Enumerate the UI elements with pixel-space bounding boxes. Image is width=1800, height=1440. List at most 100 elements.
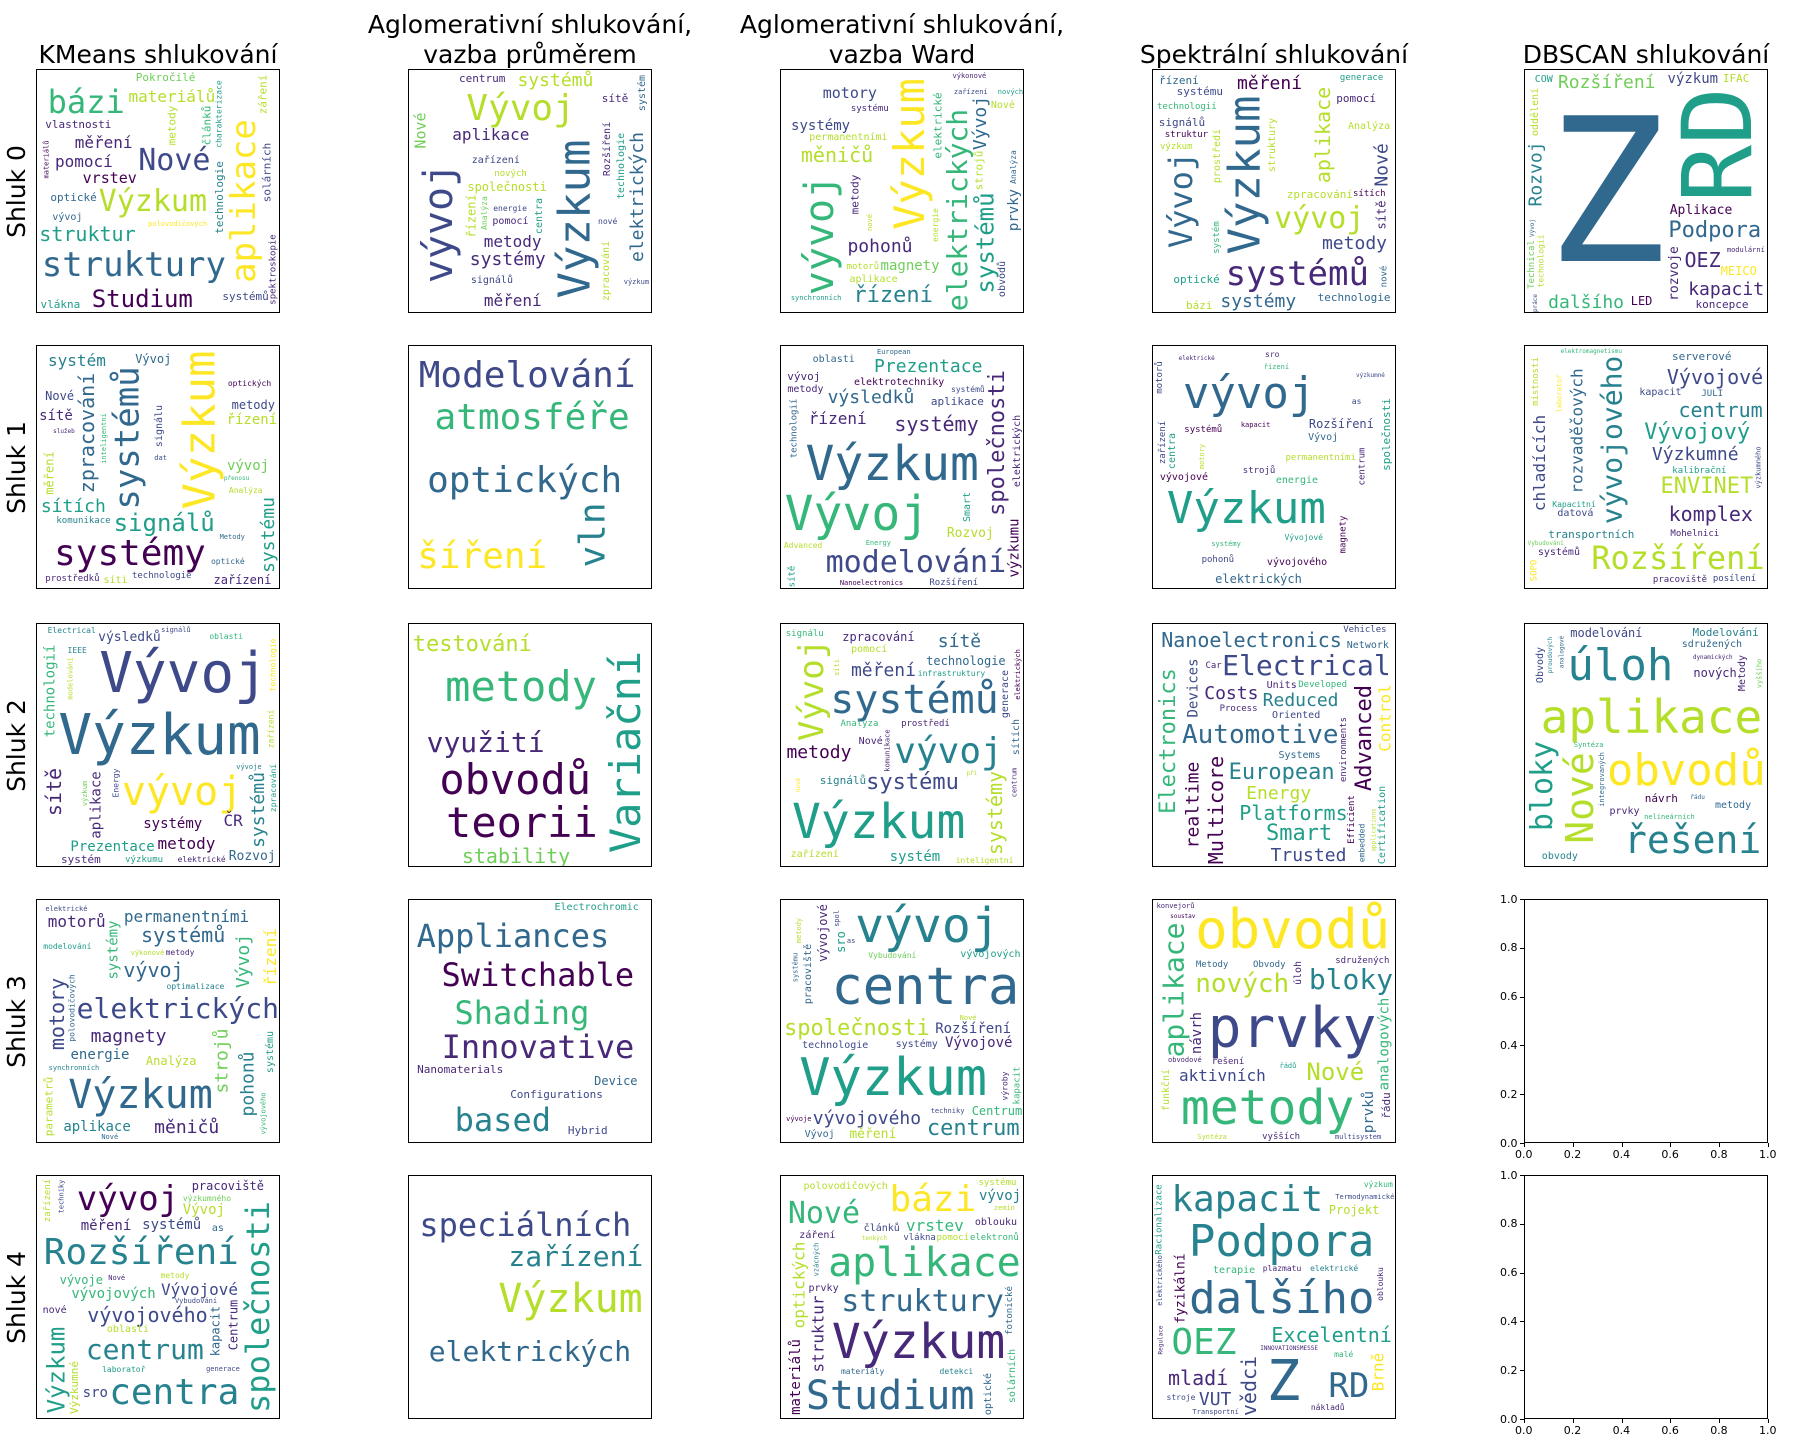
cloud-word: Network — [1346, 639, 1389, 651]
cloud-word: integrovaných — [1598, 751, 1607, 807]
cloud-word: modelování — [1570, 626, 1643, 641]
cloud-word: prvky — [1005, 188, 1022, 231]
cloud-word: magnety — [880, 257, 940, 274]
column-title-3: Spektrální shlukování — [1139, 40, 1409, 69]
cloud-word: vývojových — [960, 949, 1021, 961]
cloud-word: bázi — [47, 83, 125, 122]
y-tick-mark — [1520, 1094, 1524, 1096]
cloud-word: systém — [48, 351, 106, 371]
x-tick-label: 0.0 — [1515, 1424, 1533, 1437]
cloud-word: řešení — [1211, 1057, 1245, 1068]
cloud-word: Variační — [600, 650, 650, 853]
cloud-word: Nanoelectronics — [1161, 628, 1342, 653]
column-title-0: KMeans shlukování — [38, 40, 278, 69]
cloud-word: metody — [157, 833, 216, 853]
cloud-word: výzkum — [1159, 141, 1193, 152]
cloud-word: centrum — [1009, 768, 1018, 798]
cloud-word: motory — [1198, 444, 1207, 470]
cloud-word: technologií — [1157, 101, 1217, 112]
cloud-word: Control — [1375, 684, 1395, 752]
cloud-word: společnosti — [1380, 398, 1394, 472]
cloud-word: systému — [1176, 85, 1224, 99]
cloud-word: Analýza — [1008, 150, 1018, 184]
column-title-1-line-0: Aglomerativní shlukování, — [367, 10, 693, 39]
cloud-word: atmosféře — [434, 397, 630, 439]
cloud-word: systémy — [791, 118, 851, 135]
cloud-word: elektrotechniky — [853, 377, 945, 389]
cloud-word: systémů — [951, 384, 985, 394]
cloud-word: centrum — [926, 1115, 1020, 1141]
cloud-word: výzkum — [1667, 71, 1719, 88]
cloud-word: Transportní — [1192, 1408, 1239, 1417]
y-tick-mark — [1520, 1419, 1524, 1420]
cloud-word: Nové — [101, 1133, 119, 1142]
cloud-word: serverové — [1671, 350, 1732, 364]
x-tick-mark — [1719, 1419, 1721, 1423]
cloud-word: Analýza — [145, 1053, 197, 1068]
cloud-word: Vývojové — [1666, 365, 1764, 390]
cloud-word: zpracování — [601, 241, 613, 302]
cloud-word: elektronů — [969, 1232, 1019, 1243]
cloud-word: vývojového — [87, 1303, 208, 1328]
cloud-word: Brně — [1368, 1352, 1388, 1392]
cloud-word: detekci — [939, 1366, 974, 1376]
cloud-word: RD — [1661, 87, 1768, 204]
cloud-word: společnosti — [467, 179, 547, 194]
cloud-word: technologií — [42, 644, 59, 737]
cloud-word: výkonové — [952, 72, 987, 81]
cloud-word: Výzkumné — [1651, 443, 1739, 465]
cloud-word: Kapacitní — [1552, 499, 1596, 509]
cloud-word: pomocí — [1336, 91, 1376, 105]
cloud-word: systém — [637, 75, 649, 112]
cloud-word: Výzkum — [885, 77, 935, 230]
cloud-word: oddělení — [1529, 87, 1541, 137]
cloud-word: spektroskopie — [268, 233, 279, 305]
cloud-word: metody — [787, 383, 824, 395]
cloud-word: signálu — [785, 628, 824, 639]
cloud-word: mladí — [1168, 1365, 1229, 1390]
cloud-word: Syntéza — [1197, 1133, 1227, 1142]
cloud-word: Vývojový — [1644, 419, 1751, 445]
cloud-word: technologií — [1536, 234, 1546, 288]
cloud-word: Termodynamické — [1335, 1193, 1395, 1202]
cloud-word: signálů — [113, 509, 215, 538]
cloud-word: vzácných — [811, 1242, 820, 1277]
word-cloud-panel: Appliances Innovative Shading based Switchab… — [408, 899, 652, 1143]
cloud-word: European — [1228, 759, 1335, 785]
cloud-word: technologií — [789, 398, 800, 458]
cloud-word: zpracování — [1286, 188, 1353, 202]
cloud-word: návrh — [1189, 1011, 1206, 1054]
x-tick-label: 0.4 — [1612, 1148, 1631, 1161]
cloud-word: sdružených — [1335, 955, 1390, 966]
cloud-word: systémů — [142, 1217, 202, 1234]
cloud-word: Nové — [1306, 1057, 1365, 1086]
cloud-word: aktivních — [1179, 1065, 1266, 1085]
x-tick-mark — [1621, 1419, 1623, 1423]
cloud-word: místnosti — [1530, 357, 1541, 406]
cloud-word: metody — [164, 105, 178, 146]
cloud-word: nové — [1379, 265, 1390, 288]
cloud-word: sro — [1265, 350, 1280, 360]
cloud-word: pracoviště — [191, 1179, 264, 1194]
cloud-word: Advanced — [1352, 685, 1378, 792]
x-tick-label: 0.0 — [1515, 1148, 1533, 1161]
cloud-word: prostředí — [901, 719, 950, 730]
cloud-word: vývoj — [1182, 367, 1316, 419]
cloud-word: Regulace — [1157, 1325, 1165, 1355]
cloud-word: rozvoje — [1666, 246, 1682, 302]
column-title-2-line-1: vazba Ward — [828, 40, 976, 69]
cloud-word: systémy — [105, 920, 122, 980]
cloud-word: Výzkum — [42, 1326, 71, 1414]
cloud-word: společnosti — [238, 1200, 277, 1413]
word-cloud-panel: Z RD Podpora OEZ kapacit dalšího Rozvoj Rozšíře… — [1524, 69, 1768, 313]
cloud-word: IFAC — [1722, 71, 1750, 85]
cloud-word: optické — [210, 557, 245, 567]
cloud-word: modelování — [66, 657, 75, 701]
cloud-word: metody — [231, 397, 275, 412]
word-cloud-panel: Výzkum vývoj Vývoj systémů systémy elektrický… — [408, 69, 652, 313]
cloud-word: COW — [1534, 74, 1553, 86]
cloud-word: techniky — [57, 1179, 66, 1214]
cloud-word: zemin — [993, 1203, 1015, 1212]
cloud-word: měření — [1237, 73, 1303, 95]
cloud-word: optické — [50, 191, 97, 205]
